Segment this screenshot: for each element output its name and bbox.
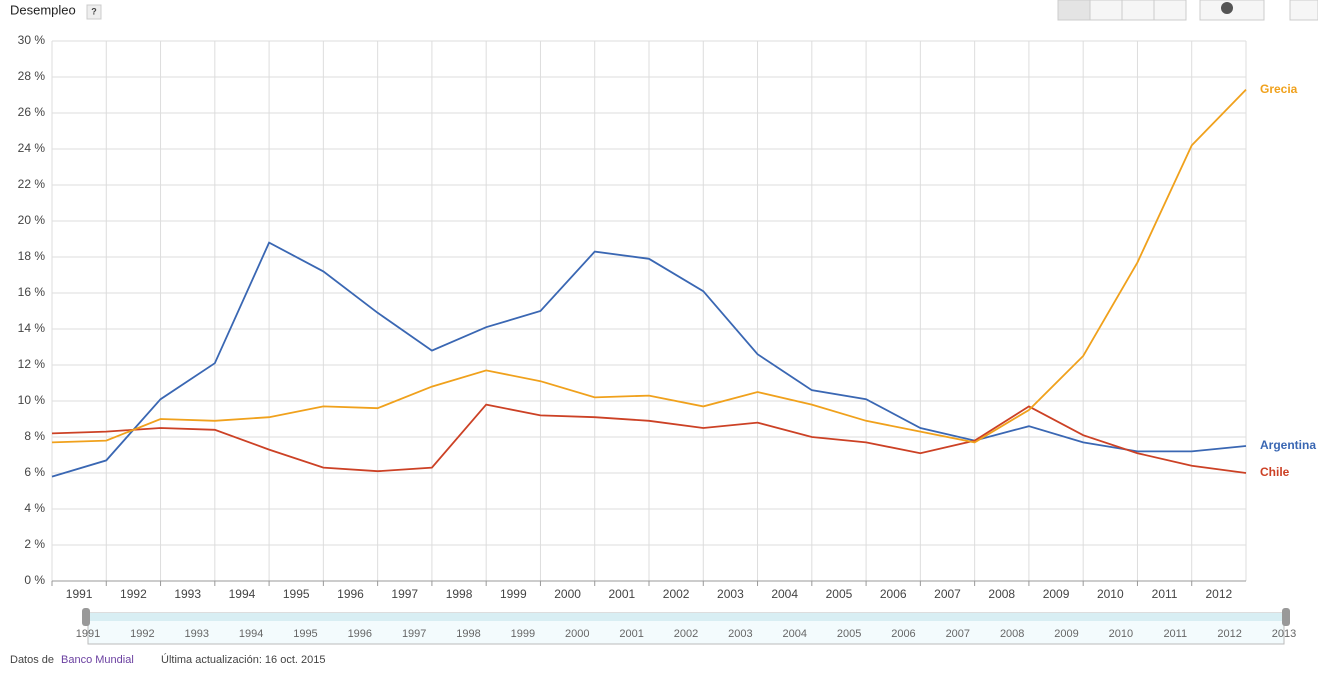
timeline-label: 2009: [1054, 628, 1078, 640]
timeline-label: 2005: [837, 628, 861, 640]
timeline-label: 2006: [891, 628, 915, 640]
y-tick-label: 8 %: [24, 429, 45, 443]
x-tick-label: 2012: [1206, 587, 1233, 601]
timeline-label: 2010: [1109, 628, 1133, 640]
help-button[interactable]: [86, 4, 102, 20]
x-tick-label: 2006: [880, 587, 907, 601]
timeline-label: 1994: [239, 628, 263, 640]
series-label: Grecia: [1260, 82, 1298, 96]
y-tick-label: 20 %: [18, 213, 46, 227]
source-link[interactable]: Banco Mundial: [61, 654, 134, 666]
y-tick-label: 26 %: [18, 105, 46, 119]
series-line: [51, 241, 1247, 478]
x-tick-label: 2001: [609, 587, 636, 601]
timeline-label: 2007: [946, 628, 970, 640]
series-line: [51, 88, 1247, 444]
y-tick-label: 24 %: [18, 141, 46, 155]
timeline-label: 1992: [130, 628, 154, 640]
x-tick-label: 1998: [446, 587, 473, 601]
timeline-range: [88, 613, 1284, 621]
toolbar: [1057, 0, 1318, 21]
series-line: [51, 403, 1247, 474]
timeline-label: 2011: [1163, 628, 1187, 640]
x-tick-label: 2000: [554, 587, 581, 601]
help-text: ?: [91, 6, 97, 16]
timeline-label: 1999: [511, 628, 535, 640]
scatter-view-button[interactable]: [1153, 0, 1187, 21]
series-label: Argentina: [1260, 438, 1316, 452]
link-button[interactable]: [1289, 0, 1318, 21]
x-tick-label: 2003: [717, 587, 744, 601]
x-tick-label: 1993: [174, 587, 201, 601]
timeline-label: 1997: [402, 628, 426, 640]
y-tick-label: 4 %: [24, 501, 45, 515]
x-tick-label: 1999: [500, 587, 527, 601]
timeline-label: 2012: [1217, 628, 1241, 640]
x-tick-label: 2002: [663, 587, 690, 601]
x-tick-label: 1995: [283, 587, 310, 601]
timeline-handle-left[interactable]: [82, 608, 90, 626]
y-tick-label: 14 %: [18, 321, 46, 335]
x-tick-label: 2010: [1097, 587, 1124, 601]
x-tick-label: 1994: [229, 587, 256, 601]
y-tick-label: 12 %: [18, 357, 46, 371]
y-tick-label: 28 %: [18, 69, 46, 83]
y-tick-label: 10 %: [18, 393, 46, 407]
x-tick-label: 1996: [337, 587, 364, 601]
timeline-label: 2003: [728, 628, 752, 640]
timeline-label: 1993: [184, 628, 208, 640]
chart-title: Desempleo: [10, 2, 76, 17]
y-tick-label: 30 %: [18, 33, 46, 47]
timeline-label: 1995: [293, 628, 317, 640]
y-tick-label: 22 %: [18, 177, 46, 191]
updated: Última actualización: 16 oct. 2015: [161, 653, 325, 666]
x-tick-label: 2011: [1152, 587, 1178, 601]
series-label: Chile: [1260, 465, 1290, 479]
map-view-button[interactable]: [1121, 0, 1155, 21]
timeline-label: 2013: [1272, 628, 1296, 640]
timeline-label: 2004: [782, 628, 806, 640]
y-tick-label: 0 %: [24, 573, 45, 587]
timeline-label: 2008: [1000, 628, 1024, 640]
source-prefix: Datos de: [10, 654, 54, 666]
x-tick-label: 2009: [1043, 587, 1070, 601]
timeline-label: 2002: [674, 628, 698, 640]
x-tick-label: 2004: [771, 587, 798, 601]
line-view-button[interactable]: [1057, 0, 1091, 21]
timeline-label: 1996: [348, 628, 372, 640]
x-tick-label: 2005: [826, 587, 853, 601]
y-tick-label: 16 %: [18, 285, 46, 299]
x-tick-label: 1991: [66, 587, 93, 601]
timeline-label: 2000: [565, 628, 589, 640]
x-tick-label: 1997: [391, 587, 418, 601]
y-tick-label: 2 %: [24, 537, 45, 551]
timeline-label: 1998: [456, 628, 480, 640]
bar-view-button[interactable]: [1089, 0, 1123, 21]
y-tick-label: 18 %: [18, 249, 46, 263]
x-tick-label: 1992: [120, 587, 147, 601]
gear-icon: [1221, 2, 1233, 14]
x-tick-label: 2007: [934, 587, 961, 601]
y-tick-label: 6 %: [24, 465, 45, 479]
timeline-label: 1991: [76, 628, 100, 640]
timeline-label: 2001: [619, 628, 643, 640]
timeline-handle-right[interactable]: [1282, 608, 1290, 626]
x-tick-label: 2008: [988, 587, 1015, 601]
